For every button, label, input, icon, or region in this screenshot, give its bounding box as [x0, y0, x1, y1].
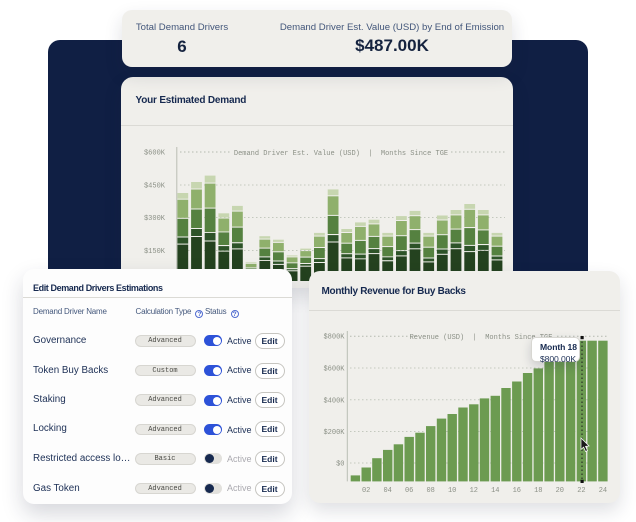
svg-text:14: 14	[491, 487, 499, 495]
svg-text:18: 18	[534, 487, 542, 495]
svg-text:06: 06	[405, 487, 413, 495]
svg-text:20: 20	[556, 487, 564, 495]
svg-text:24: 24	[599, 487, 607, 495]
svg-text:12: 12	[470, 487, 478, 495]
svg-text:$400K: $400K	[323, 397, 345, 405]
svg-text:22: 22	[577, 487, 585, 495]
svg-text:$200K: $200K	[323, 429, 345, 437]
svg-text:10: 10	[448, 487, 456, 495]
svg-text:$0: $0	[336, 461, 344, 469]
svg-text:16: 16	[513, 487, 521, 495]
svg-text:Demand Driver Est. Value (USD): Demand Driver Est. Value (USD) | Months …	[234, 150, 448, 158]
svg-text:$800K: $800K	[323, 334, 345, 342]
svg-text:08: 08	[426, 487, 434, 495]
svg-text:$450K: $450K	[144, 183, 166, 191]
svg-text:$300K: $300K	[144, 215, 166, 223]
svg-text:$150K: $150K	[144, 248, 166, 256]
svg-text:02: 02	[362, 487, 370, 495]
svg-text:$600K: $600K	[144, 150, 166, 158]
svg-text:$600K: $600K	[323, 366, 345, 374]
svg-text:04: 04	[383, 487, 391, 495]
svg-text:Revenue (USD) | Months Since: Revenue (USD) | Months Since TGE	[410, 334, 553, 342]
